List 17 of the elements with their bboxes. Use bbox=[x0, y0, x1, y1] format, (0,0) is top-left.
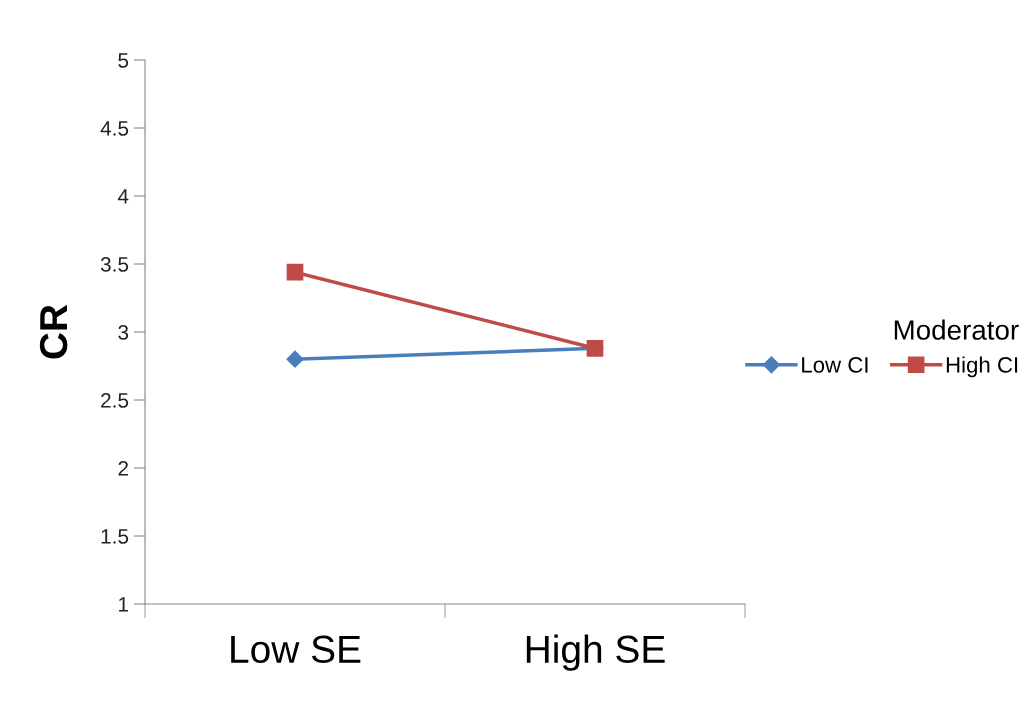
legend-label: High CI bbox=[946, 356, 1018, 378]
y-tick-label: 3.5 bbox=[100, 257, 129, 272]
legend-title: Moderator bbox=[894, 319, 1019, 340]
legend-label: Low CI bbox=[802, 357, 868, 373]
point bbox=[286, 350, 304, 368]
y-tick-label: 2.5 bbox=[101, 393, 129, 408]
x-tick-label: Low SE bbox=[231, 635, 361, 664]
y-tick-label: 4 bbox=[117, 189, 129, 204]
point bbox=[286, 263, 304, 281]
y-tick-label: 2 bbox=[118, 461, 128, 476]
y-tick-label: 1.5 bbox=[101, 529, 129, 544]
y-tick-label: 4.5 bbox=[100, 121, 129, 136]
y-axis-title: CR bbox=[39, 304, 68, 359]
y-tick-label: 3 bbox=[118, 325, 129, 340]
y-tick-label: 5 bbox=[118, 53, 129, 68]
x-tick-label: High SE bbox=[526, 634, 665, 671]
y-tick-label: 1 bbox=[119, 597, 129, 612]
